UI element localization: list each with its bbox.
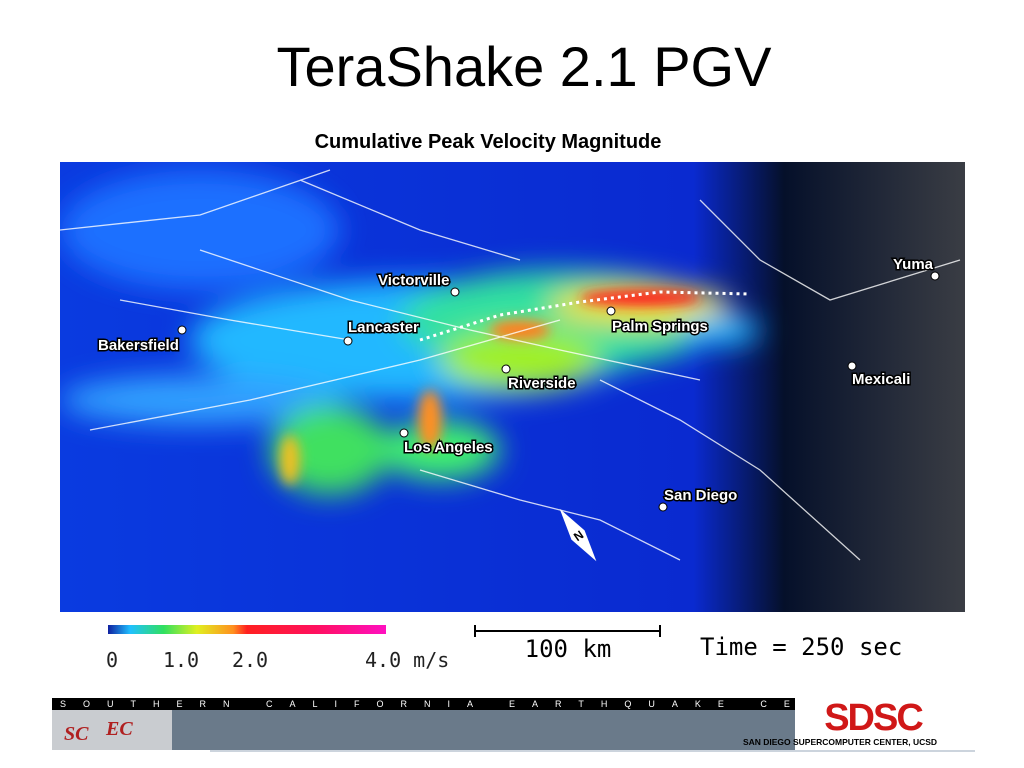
city-dot	[343, 336, 353, 346]
city-label: Yuma	[893, 256, 934, 273]
logo-left: SC	[64, 723, 89, 745]
footer-banner: SOUTHERN CALIFORNIA EARTHQUAKE CENTER	[60, 699, 899, 709]
city-label: Los Angeles	[404, 439, 493, 456]
city-dot	[658, 502, 668, 512]
city-label: Palm Springs	[612, 318, 708, 335]
city-dot	[399, 428, 409, 438]
time-label: Time = 250 sec	[700, 633, 902, 661]
city-dot	[450, 287, 460, 297]
city-label: Lancaster	[348, 319, 419, 336]
city-label: San Diego	[664, 487, 737, 504]
logo-right: SDSC	[824, 697, 923, 739]
city-dot	[606, 306, 616, 316]
color-bar-label: 0	[106, 648, 118, 672]
city-label: Mexicali	[852, 371, 910, 388]
scale-label: 100 km	[525, 635, 612, 663]
color-bar-label: 2.0	[232, 648, 268, 672]
city-dot	[930, 271, 940, 281]
city-dot	[177, 325, 187, 335]
subtitle: Cumulative Peak Velocity Magnitude	[315, 131, 662, 153]
city-label: Riverside	[508, 375, 576, 392]
city-label: Bakersfield	[98, 337, 179, 354]
slide-title: TeraShake 2.1 PGV	[277, 35, 773, 98]
logo-caption: SAN DIEGO SUPERCOMPUTER CENTER, UCSD	[743, 737, 937, 747]
color-bar	[108, 625, 386, 634]
city-dot	[501, 364, 511, 374]
city-dot	[847, 361, 857, 371]
scale-bar	[474, 625, 661, 637]
color-bar-label: 4.0 m/s	[365, 648, 449, 672]
logo-left: EC	[105, 718, 133, 740]
city-label: Victorville	[378, 272, 449, 289]
color-bar-label: 1.0	[163, 648, 199, 672]
